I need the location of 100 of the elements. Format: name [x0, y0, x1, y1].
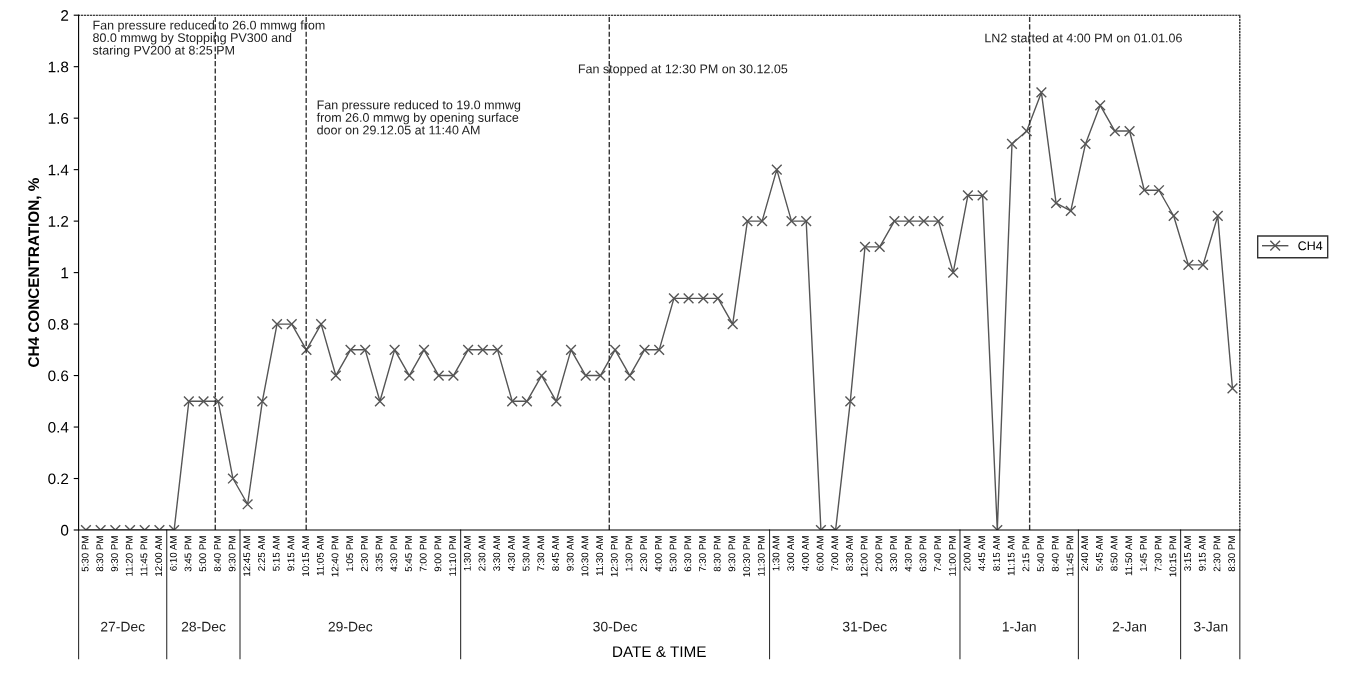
x-tick-label: 8:40 PM [213, 536, 221, 572]
x-tick-label: 7:30 AM [537, 536, 545, 571]
x-tick-label: 2:00 PM [875, 536, 883, 572]
x-tick-label: 5:45 AM [1096, 536, 1103, 571]
x-tick-label: 11:50 AM [1125, 536, 1133, 576]
y-tick-label: 1 [61, 267, 69, 279]
x-tick-label: 11:30 PM [757, 536, 765, 576]
x-tick-label: 10:15 AM [302, 536, 310, 576]
x-tick-label: 11:00 PM [948, 536, 956, 576]
annotation: Fan pressure reduced to 19.0 mmwg from 26.0 mmwg by opening surface door on 29.12.05 at 11:40 AM [316, 100, 521, 135]
x-tick-label: 2:15 PM [1022, 536, 1030, 572]
x-tick-label: 3:00 AM [787, 536, 795, 571]
x-tick-label: 3:30 AM [493, 536, 501, 571]
annotation: Fan pressure reduced to 26.0 mmwg from 80.0 mmwg by Stopping PV300 and staring PV200 at 8:25 PM [92, 20, 325, 58]
x-tick-label: 2:25 AM [258, 536, 265, 571]
x-tick-label: 2:00 AM [963, 536, 971, 571]
x-tick-label: 5:00 PM [199, 536, 207, 572]
x-tick-label: 2:30 PM [640, 536, 648, 572]
x-tick-label: 7:00 AM [831, 536, 839, 571]
x-tick-label: 3:15 AM [1184, 536, 1191, 571]
x-tick-label: 8:30 PM [96, 536, 104, 572]
x-tick-label: 11:20 PM [125, 536, 133, 576]
text: 28-Dec [181, 621, 226, 632]
y-tick-label: 0.4 [48, 421, 69, 433]
x-tick-label: 7:40 PM [934, 536, 942, 572]
x-tick-label: 10:30 AM [581, 536, 589, 576]
x-tick-label: 4:30 AM [507, 536, 515, 571]
x-tick-label: 2:30 PM [1213, 536, 1221, 572]
y-tick-label: 0 [60, 524, 69, 536]
annotation: Fan stopped at 12:30 PM on 30.12.05 [578, 64, 788, 76]
x-tick-label: 9:15 AM [287, 536, 295, 571]
x-tick-label: 7:00 PM [419, 536, 427, 572]
x-tick-label: 8:30 PM [713, 536, 721, 572]
x-tick-label: 7:30 PM [699, 536, 706, 572]
x-tick-label: 8:50 AM [1110, 536, 1118, 571]
x-tick-label: 11:45 PM [1066, 536, 1074, 576]
x-axis-title: DATE & TIME [613, 646, 706, 658]
y-tick-label: 1.8 [48, 61, 69, 73]
x-tick-label: 4:30 PM [904, 536, 912, 572]
x-tick-label: 4:00 PM [654, 536, 662, 572]
x-tick-label: 9:30 PM [111, 536, 118, 572]
x-tick-label: 12:30 PM [610, 536, 618, 577]
x-tick-label: 4:45 AM [978, 536, 986, 571]
y-tick-label: 2 [61, 10, 69, 21]
x-tick-label: 9:15 AM [1198, 536, 1206, 571]
x-tick-label: 11:30 AM [596, 536, 604, 576]
x-tick-label: 9:00 PM [434, 536, 442, 572]
text: 29-Dec [328, 621, 373, 632]
x-tick-label: 2:40 AM [1081, 536, 1089, 571]
x-tick-label: 12:00 AM [155, 536, 163, 576]
x-tick-label: 2:30 PM [360, 536, 368, 572]
x-tick-label: 12:00 PM [860, 536, 868, 577]
x-tick-label: 12:40 PM [331, 536, 339, 577]
legend-label: CH4 [1298, 241, 1323, 251]
x-tick-label: 11:15 AM [1007, 536, 1015, 576]
text: 3-Jan [1193, 621, 1228, 632]
x-tick-label: 10:30 PM [743, 536, 751, 577]
x-tick-label: 11:05 AM [316, 536, 324, 576]
x-tick-label: 3:30 PM [890, 536, 897, 572]
x-tick-label: 9:30 AM [566, 536, 574, 571]
y-tick-label: 0.2 [48, 473, 69, 485]
x-tick-label: 6:00 AM [816, 536, 824, 571]
x-tick-label: 1:30 PM [625, 536, 633, 572]
x-tick-label: 5:30 PM [669, 536, 677, 572]
y-tick-label: 1.2 [48, 215, 69, 227]
y-axis-title: CH4 CONCENTRATION, % [28, 178, 42, 367]
text: 30-Dec [593, 621, 638, 632]
y-tick-label: 0.8 [48, 318, 69, 330]
x-tick-label: 8:30 PM [1228, 536, 1236, 572]
x-tick-label: 5:30 AM [522, 536, 530, 571]
x-tick-label: 7:30 PM [1154, 536, 1162, 572]
x-tick-label: 5:15 AM [272, 536, 280, 571]
x-tick-label: 8:15 AM [993, 536, 1000, 571]
x-tick-label: 12:45 AM [243, 536, 251, 576]
x-tick-label: 5:45 PM [405, 536, 412, 572]
y-tick-label: 1.4 [48, 164, 69, 176]
x-tick-label: 4:00 AM [801, 536, 809, 571]
x-tick-label: 10:15 PM [1169, 536, 1177, 577]
x-tick-label: 4:30 PM [390, 536, 398, 572]
text: 1-Jan [1002, 621, 1036, 632]
x-tick-label: 6:10 AM [169, 536, 177, 571]
text: 2-Jan [1112, 621, 1146, 632]
y-tick-label: 0.6 [48, 370, 69, 382]
annotation: LN2 started at 4:00 PM on 01.01.06 [985, 33, 1182, 43]
x-tick-label: 1:30 AM [463, 536, 471, 571]
x-tick-label: 2:30 AM [478, 536, 486, 571]
x-tick-label: 3:35 PM [375, 536, 383, 572]
x-tick-label: 1:45 PM [1140, 536, 1147, 572]
x-tick-label: 11:45 PM [140, 536, 148, 576]
x-tick-label: 6:30 PM [684, 536, 692, 572]
x-tick-label: 8:40 PM [1051, 536, 1059, 572]
y-tick-label: 1.6 [48, 113, 69, 124]
x-tick-label: 5:30 PM [81, 536, 89, 572]
x-tick-label: 8:30 AM [846, 536, 853, 571]
x-tick-label: 11:10 PM [449, 536, 457, 576]
x-tick-label: 6:30 PM [919, 536, 927, 572]
x-tick-label: 1:05 PM [346, 536, 354, 572]
x-tick-label: 1:30 AM [772, 536, 780, 571]
x-tick-label: 3:45 PM [184, 536, 192, 572]
text: 31-Dec [842, 621, 887, 632]
